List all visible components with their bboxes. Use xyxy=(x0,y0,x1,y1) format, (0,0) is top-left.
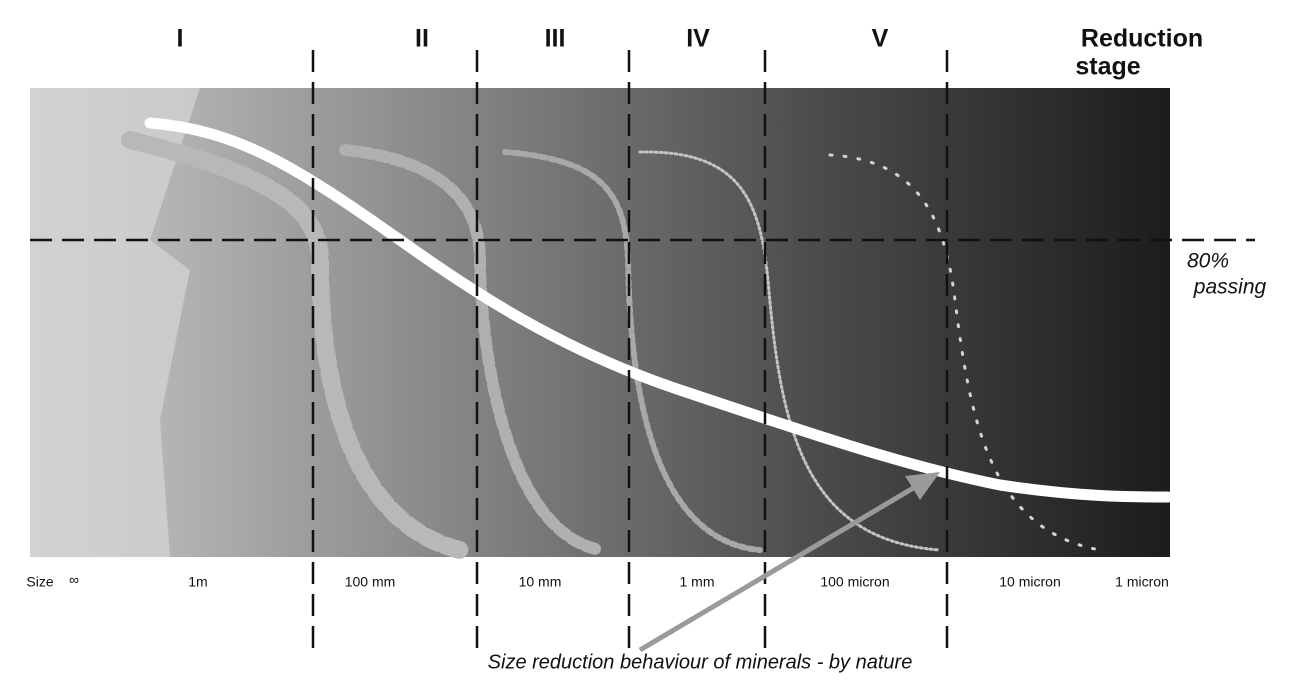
size-axis-label: Size xyxy=(26,574,53,590)
size-label: ∞ xyxy=(69,572,79,588)
size-label: 1m xyxy=(188,574,207,590)
size-label: 1 micron xyxy=(1115,574,1169,590)
stage-label: I xyxy=(177,25,184,53)
reduction-stage-title: Reduction xyxy=(1081,25,1203,53)
size-label: 100 mm xyxy=(345,574,396,590)
stage-label: V xyxy=(872,25,889,53)
stage-label: II xyxy=(415,25,429,53)
size-label: 1 mm xyxy=(680,574,715,590)
passing-label: passing xyxy=(1193,276,1267,299)
stage-label: III xyxy=(545,25,566,53)
diagram: I II III IV V Reduction stage 80% passin… xyxy=(0,0,1292,683)
size-label: 10 micron xyxy=(999,574,1060,590)
reduction-stage-title: stage xyxy=(1075,53,1140,81)
caption: Size reduction behaviour of minerals - b… xyxy=(488,651,913,673)
size-label: 10 mm xyxy=(519,574,562,590)
passing-percent: 80% xyxy=(1187,250,1229,273)
size-label: 100 micron xyxy=(820,574,889,590)
stage-label: IV xyxy=(686,25,710,53)
